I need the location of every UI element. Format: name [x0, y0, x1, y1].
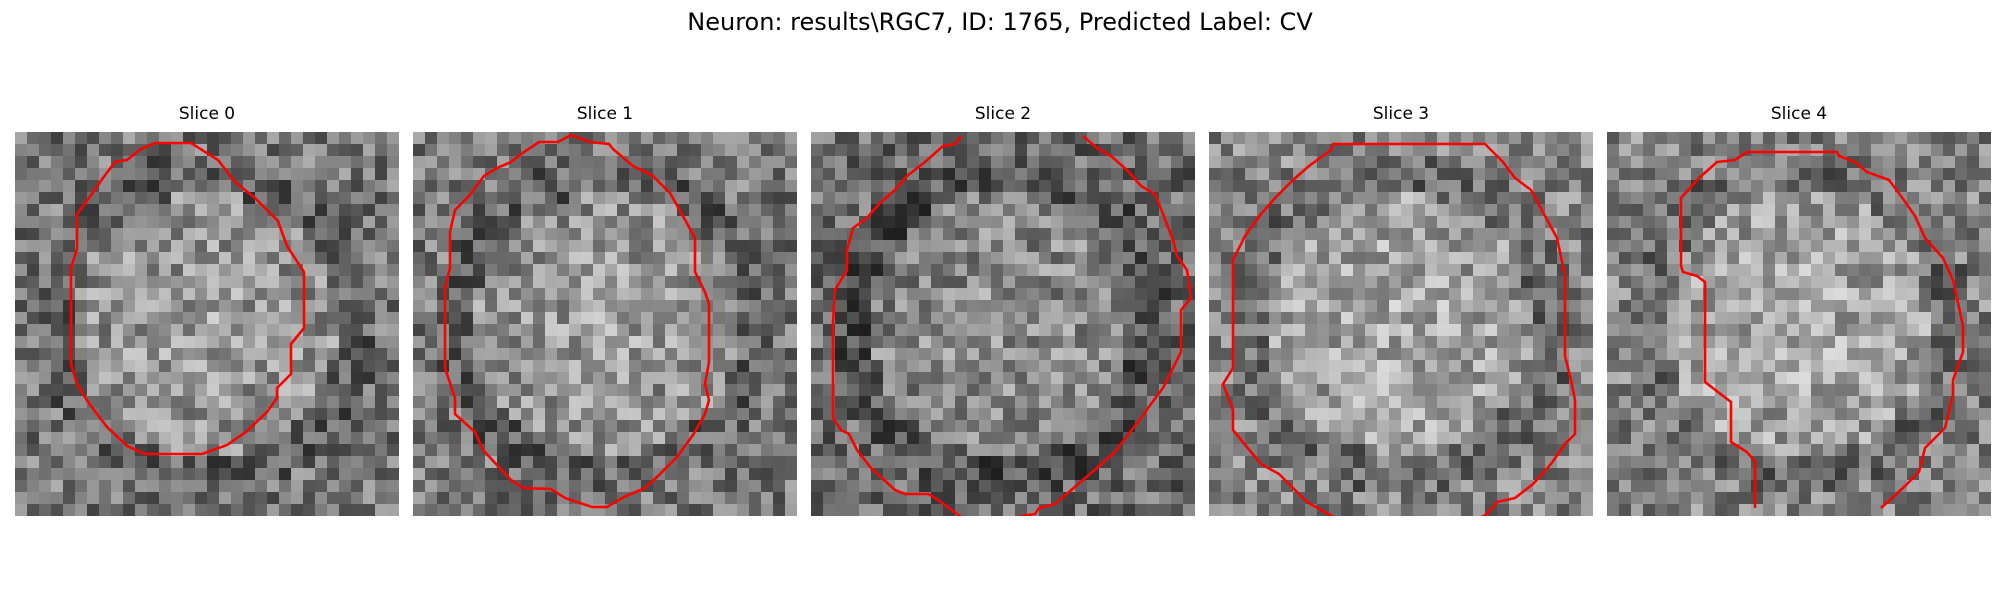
slice-image-canvas-1 — [413, 132, 797, 516]
figure-title: Neuron: results\RGC7, ID: 1765, Predicte… — [687, 8, 1313, 36]
slice-image-canvas-3 — [1209, 132, 1593, 516]
slice-contour-layer-2 — [831, 135, 1193, 516]
slice-contour-3 — [1221, 142, 1577, 516]
slice-image-canvas-2 — [811, 132, 1195, 516]
slice-panel-1: Slice 1 — [413, 104, 797, 516]
slice-contour-2 — [831, 135, 963, 516]
slice-image-1 — [413, 132, 797, 516]
slice-contour-layer-1 — [443, 133, 711, 509]
slice-contour-layer-3 — [1221, 142, 1577, 516]
slice-panel-3: Slice 3 — [1209, 104, 1593, 516]
slice-contour-layer-4 — [1679, 150, 1965, 509]
slice-image-canvas-4 — [1607, 132, 1991, 516]
slice-contour-1 — [443, 133, 711, 509]
slice-contour-4 — [1679, 150, 1965, 509]
slice-image-4 — [1607, 132, 1991, 516]
slice-title-4: Slice 4 — [1770, 104, 1828, 124]
slice-title-0: Slice 0 — [178, 104, 236, 124]
slice-image-0 — [15, 132, 399, 516]
slice-contour-0 — [69, 141, 306, 456]
slice-contour-2b — [1020, 135, 1193, 516]
slice-image-2 — [811, 132, 1195, 516]
slice-contour-layer-0 — [69, 141, 306, 456]
slice-title-3: Slice 3 — [1372, 104, 1430, 124]
slice-title-2: Slice 2 — [974, 104, 1032, 124]
slice-panel-2: Slice 2 — [811, 104, 1195, 516]
slice-panel-0: Slice 0 — [15, 104, 399, 516]
slice-title-1: Slice 1 — [576, 104, 634, 124]
slice-image-3 — [1209, 132, 1593, 516]
slice-panel-4: Slice 4 — [1607, 104, 1991, 516]
